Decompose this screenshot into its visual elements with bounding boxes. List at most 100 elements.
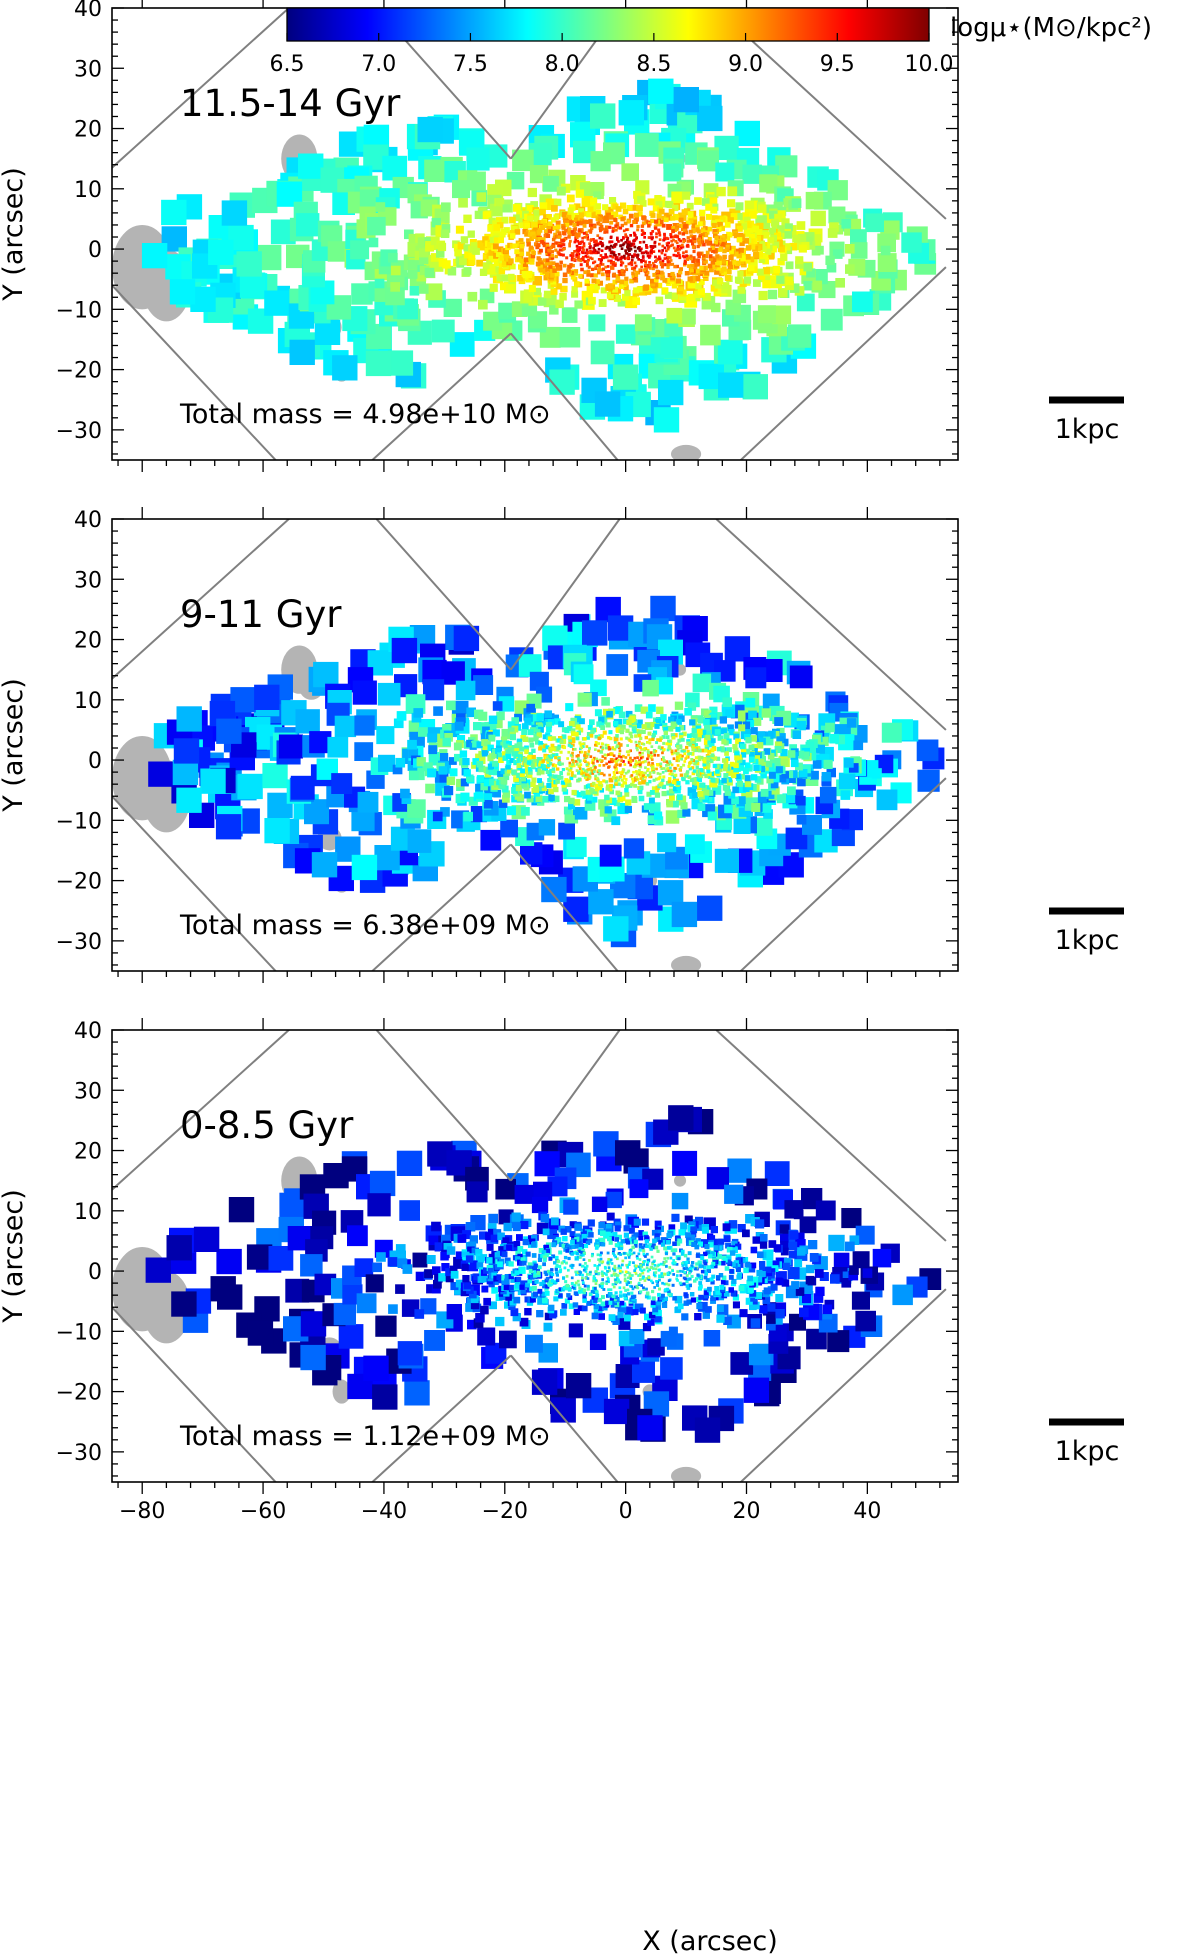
spatial-bin (200, 768, 226, 794)
spatial-bin (350, 240, 370, 260)
spatial-bin (479, 1231, 488, 1240)
spatial-bin (722, 1223, 731, 1232)
spatial-bin (617, 782, 621, 786)
spatial-bin (647, 198, 655, 206)
spatial-bin (501, 728, 512, 740)
spatial-bin (500, 282, 508, 291)
spatial-bin (713, 248, 718, 253)
spatial-bin (605, 722, 611, 728)
spatial-bin (584, 278, 590, 284)
spatial-bin (624, 265, 628, 268)
spatial-bin (658, 231, 661, 235)
spatial-bin (780, 749, 788, 757)
spatial-bin (718, 764, 724, 769)
spatial-bin (785, 770, 794, 779)
spatial-bin (647, 224, 651, 228)
spatial-bin (473, 722, 482, 731)
spatial-bin (555, 283, 562, 290)
spatial-bin (702, 265, 707, 271)
spatial-bin (582, 745, 585, 748)
spatial-bin (651, 762, 654, 765)
spatial-bin (748, 1343, 771, 1366)
spatial-bin (599, 229, 602, 233)
spatial-bin (629, 278, 634, 284)
y-tick-label: 30 (74, 568, 102, 593)
spatial-bin (461, 1263, 469, 1271)
spatial-bin (419, 254, 429, 265)
spatial-bin (686, 739, 691, 744)
spatial-bin (796, 1239, 806, 1248)
spatial-bin (728, 729, 735, 736)
spatial-bin (543, 229, 549, 234)
spatial-bin (648, 771, 652, 774)
spatial-bin (655, 201, 663, 208)
spatial-bin (264, 290, 290, 316)
spatial-bin (554, 248, 558, 252)
spatial-bin (632, 1359, 655, 1383)
spatial-bin (698, 243, 702, 247)
spatial-bin (673, 235, 677, 239)
spatial-bin (688, 1221, 696, 1229)
spatial-bin (465, 1303, 475, 1312)
spatial-bin (827, 228, 838, 238)
spatial-bin (532, 276, 542, 286)
spatial-bin (766, 731, 774, 739)
spatial-bin (665, 742, 669, 746)
spatial-bin (372, 1262, 382, 1273)
spatial-bin (668, 1105, 694, 1131)
spatial-bin (691, 748, 695, 752)
spatial-bin (774, 741, 783, 749)
spatial-bin (356, 1293, 377, 1314)
spatial-bin (688, 239, 692, 243)
spatial-bin (607, 746, 611, 749)
spatial-bin (507, 721, 516, 729)
spatial-bin (638, 268, 642, 272)
spatial-bin (290, 775, 315, 800)
spatial-bin (441, 1263, 450, 1272)
spatial-bin (631, 267, 635, 270)
spatial-bin (762, 257, 769, 265)
spatial-bin (475, 753, 486, 764)
spatial-bin (665, 236, 668, 240)
spatial-bin (484, 771, 492, 778)
spatial-bin (623, 838, 645, 859)
spatial-bin (588, 223, 593, 228)
spatial-bin (586, 764, 590, 768)
spatial-bin (715, 265, 721, 271)
spatial-bin (586, 773, 590, 777)
spatial-bin (735, 773, 741, 780)
spatial-bin (493, 224, 500, 231)
spatial-bin (781, 771, 789, 779)
spatial-bin (609, 220, 614, 225)
spatial-bin (707, 749, 712, 754)
spatial-bin (569, 220, 574, 225)
spatial-bin (668, 747, 672, 751)
spatial-bin (819, 1272, 829, 1281)
spatial-bin (519, 247, 524, 252)
spatial-bin (595, 785, 600, 791)
spatial-bin (519, 771, 525, 777)
spatial-bin (680, 749, 684, 753)
spatial-bin (654, 1315, 662, 1323)
spatial-bin (644, 1313, 651, 1321)
spatial-bin (636, 205, 643, 212)
spatial-bin (780, 1240, 789, 1249)
spatial-bin (498, 757, 504, 763)
spatial-bin (658, 242, 661, 246)
spatial-bin (787, 786, 796, 796)
spatial-bin (546, 726, 552, 733)
spatial-bin (666, 265, 670, 269)
spatial-bin (749, 1290, 757, 1297)
footprint-edge (112, 519, 291, 680)
spatial-bin (672, 246, 676, 250)
spatial-bin (703, 789, 710, 796)
spatial-bin (354, 1258, 374, 1277)
spatial-bin (547, 221, 553, 227)
spatial-bin (782, 1262, 790, 1270)
spatial-bin (555, 753, 559, 757)
spatial-bin (697, 777, 702, 782)
spatial-bin (706, 757, 711, 761)
spatial-bin (580, 769, 583, 773)
spatial-bin (777, 258, 785, 266)
spatial-bin (511, 787, 518, 794)
